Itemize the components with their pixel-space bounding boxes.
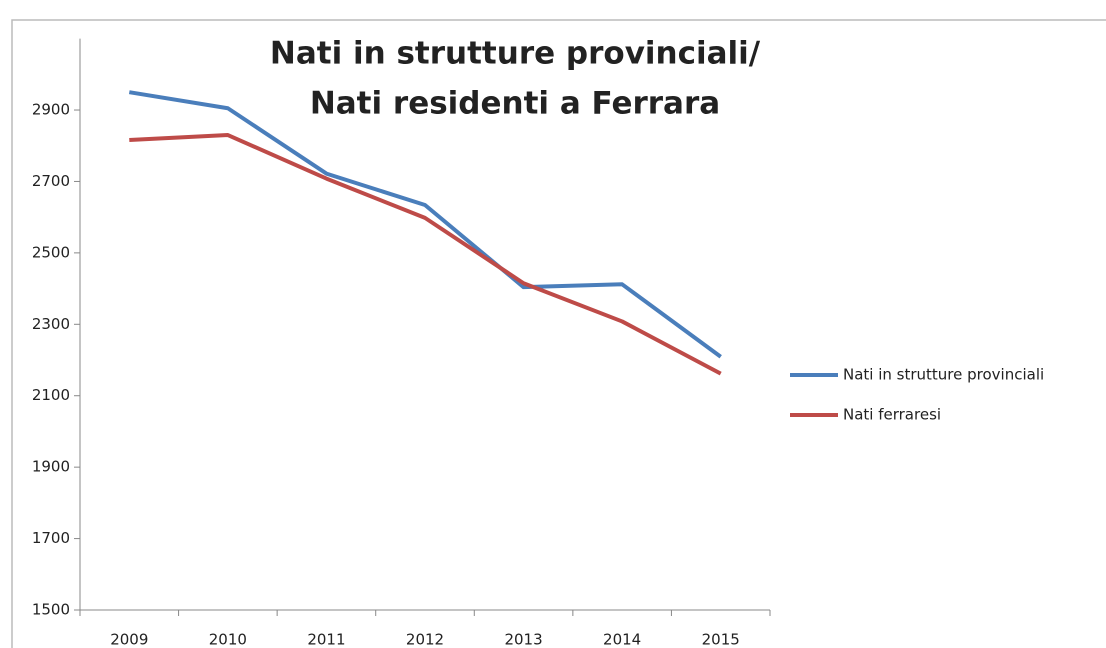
x-tick-label: 2010 [209,631,247,648]
x-tick-label: 2013 [504,631,542,648]
chart-title: Nati residenti a Ferrara [310,86,720,122]
y-tick-label: 2700 [32,172,70,190]
y-tick-label: 2500 [32,243,70,261]
x-tick-label: 2015 [702,631,740,648]
legend-label: Nati in strutture provinciali [843,366,1044,384]
y-tick-label: 2900 [32,101,70,119]
y-tick-label: 1500 [32,601,70,619]
chart-frame [11,19,1106,648]
y-tick-label: 2100 [32,386,70,404]
series-line [129,133,722,376]
y-tick-label: 2300 [32,315,70,333]
series-line [128,90,722,359]
legend-label: Nati ferraresi [843,406,941,424]
x-tick-label: 2014 [603,631,641,648]
y-tick-label: 1700 [32,529,70,547]
x-tick-label: 2011 [307,631,345,648]
y-tick-label: 1900 [32,458,70,476]
chart-title: Nati in strutture provinciali/ [270,36,761,72]
x-tick-label: 2012 [406,631,444,648]
x-tick-label: 2009 [110,631,148,648]
